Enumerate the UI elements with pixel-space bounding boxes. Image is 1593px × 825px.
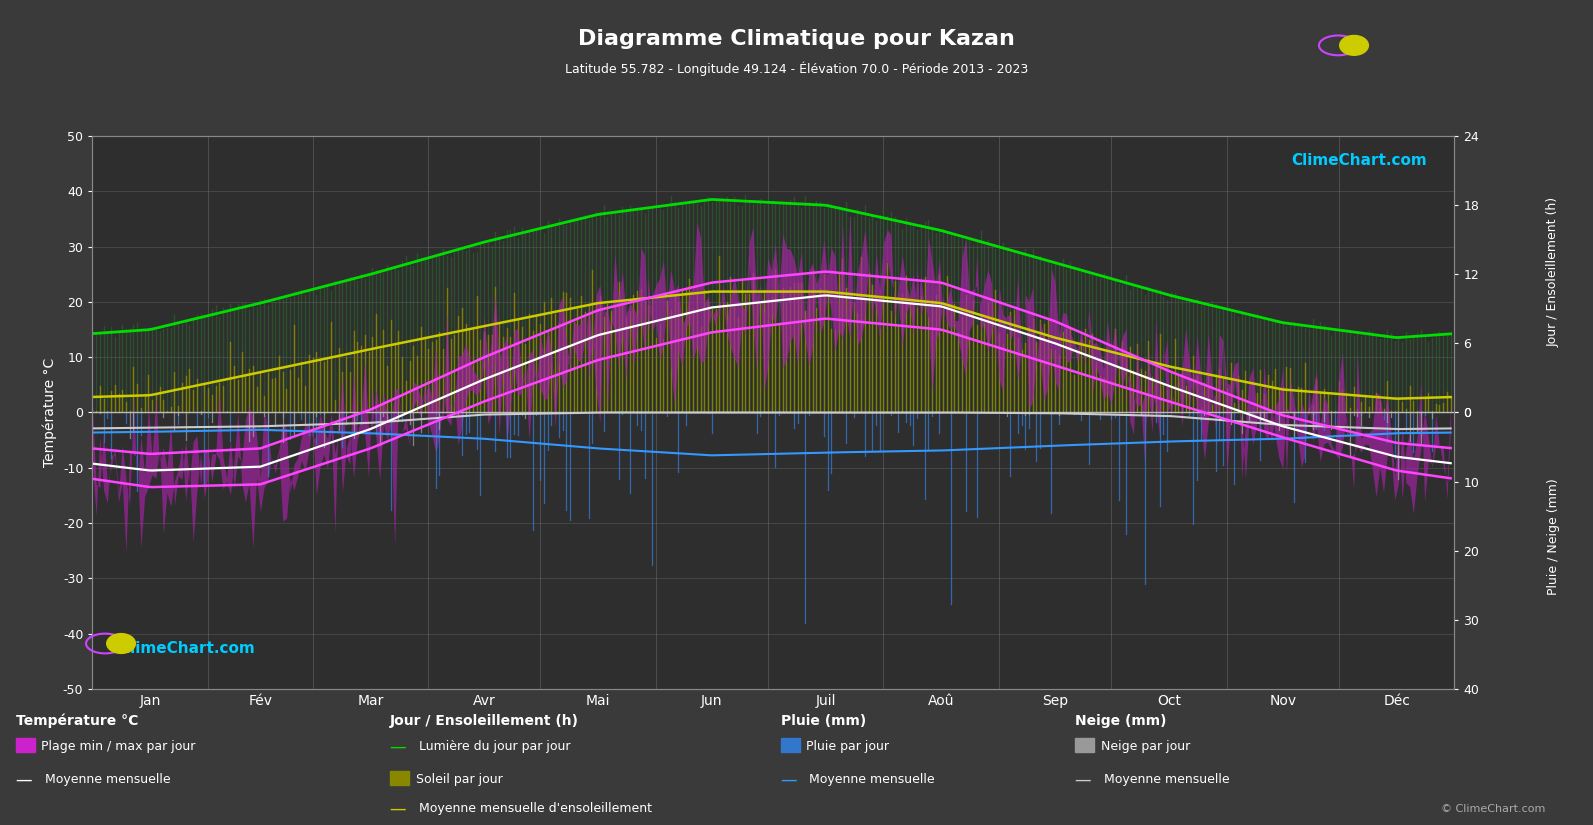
Text: —: — (1075, 771, 1098, 789)
Text: Moyenne mensuelle: Moyenne mensuelle (45, 773, 170, 786)
Text: ClimeChart.com: ClimeChart.com (1292, 153, 1427, 167)
Text: —: — (390, 738, 413, 756)
Text: —: — (390, 799, 413, 818)
Text: ClimeChart.com: ClimeChart.com (119, 641, 255, 656)
Text: —: — (16, 771, 38, 789)
Text: Diagramme Climatique pour Kazan: Diagramme Climatique pour Kazan (578, 29, 1015, 49)
Text: Température °C: Température °C (16, 714, 139, 728)
Text: Moyenne mensuelle: Moyenne mensuelle (1104, 773, 1230, 786)
Text: Soleil par jour: Soleil par jour (416, 773, 502, 786)
Text: Neige par jour: Neige par jour (1101, 740, 1190, 753)
Text: Pluie (mm): Pluie (mm) (781, 714, 867, 728)
Text: Pluie par jour: Pluie par jour (806, 740, 889, 753)
Text: © ClimeChart.com: © ClimeChart.com (1440, 804, 1545, 813)
Text: Lumière du jour par jour: Lumière du jour par jour (419, 740, 570, 753)
Text: Latitude 55.782 - Longitude 49.124 - Élévation 70.0 - Période 2013 - 2023: Latitude 55.782 - Longitude 49.124 - Élé… (566, 62, 1027, 77)
Text: Jour / Ensoleillement (h): Jour / Ensoleillement (h) (390, 714, 580, 728)
Text: Moyenne mensuelle d'ensoleillement: Moyenne mensuelle d'ensoleillement (419, 802, 652, 815)
Text: Plage min / max par jour: Plage min / max par jour (41, 740, 196, 753)
Text: Jour / Ensoleillement (h): Jour / Ensoleillement (h) (1547, 197, 1560, 347)
Y-axis label: Température °C: Température °C (43, 358, 57, 467)
Text: Neige (mm): Neige (mm) (1075, 714, 1166, 728)
Text: Pluie / Neige (mm): Pluie / Neige (mm) (1547, 478, 1560, 595)
Text: Moyenne mensuelle: Moyenne mensuelle (809, 773, 935, 786)
Text: —: — (781, 771, 803, 789)
